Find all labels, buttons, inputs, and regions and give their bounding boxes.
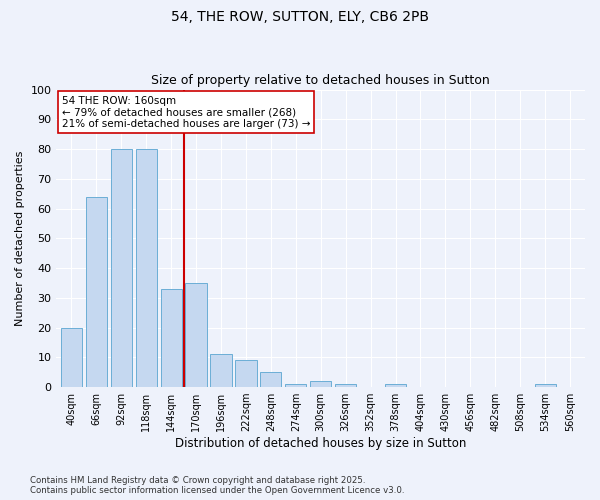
Bar <box>185 283 206 387</box>
Text: 54, THE ROW, SUTTON, ELY, CB6 2PB: 54, THE ROW, SUTTON, ELY, CB6 2PB <box>171 10 429 24</box>
X-axis label: Distribution of detached houses by size in Sutton: Distribution of detached houses by size … <box>175 437 466 450</box>
Bar <box>211 354 232 387</box>
Bar <box>161 289 182 387</box>
Bar <box>535 384 556 387</box>
Bar <box>136 149 157 387</box>
Bar <box>285 384 307 387</box>
Bar <box>385 384 406 387</box>
Title: Size of property relative to detached houses in Sutton: Size of property relative to detached ho… <box>151 74 490 87</box>
Bar <box>235 360 257 387</box>
Bar <box>86 196 107 387</box>
Y-axis label: Number of detached properties: Number of detached properties <box>15 150 25 326</box>
Bar <box>110 149 132 387</box>
Bar <box>260 372 281 387</box>
Text: Contains HM Land Registry data © Crown copyright and database right 2025.
Contai: Contains HM Land Registry data © Crown c… <box>30 476 404 495</box>
Bar <box>61 328 82 387</box>
Bar <box>310 381 331 387</box>
Text: 54 THE ROW: 160sqm
← 79% of detached houses are smaller (268)
21% of semi-detach: 54 THE ROW: 160sqm ← 79% of detached hou… <box>62 96 310 128</box>
Bar <box>335 384 356 387</box>
